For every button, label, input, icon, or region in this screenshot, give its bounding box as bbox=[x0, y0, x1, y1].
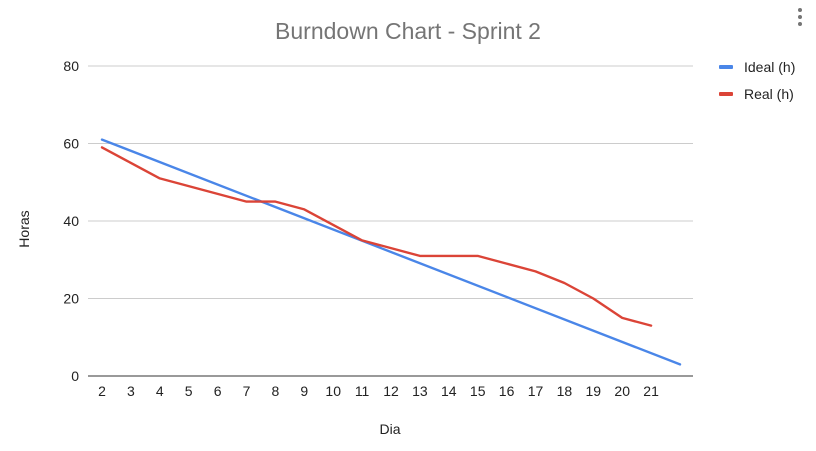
x-tick-label: 9 bbox=[300, 383, 308, 399]
y-tick-label: 80 bbox=[63, 58, 79, 74]
x-axis-ticks: 2 3 4 5 6 7 8 9 10 11 12 13 14 15 16 17 18 19 20 21 bbox=[98, 383, 659, 399]
x-tick-label: 8 bbox=[272, 383, 280, 399]
menu-dot bbox=[798, 15, 802, 19]
x-tick-label: 6 bbox=[214, 383, 222, 399]
x-tick-label: 12 bbox=[383, 383, 399, 399]
menu-dot bbox=[798, 8, 802, 12]
chart-title: Burndown Chart - Sprint 2 bbox=[275, 18, 541, 44]
series-line-ideal bbox=[100, 138, 682, 366]
x-tick-label: 14 bbox=[441, 383, 457, 399]
legend-label: Real (h) bbox=[744, 86, 794, 102]
legend-label: Ideal (h) bbox=[744, 59, 795, 75]
x-tick-label: 4 bbox=[156, 383, 164, 399]
y-tick-label: 0 bbox=[71, 368, 79, 384]
x-tick-label: 10 bbox=[325, 383, 341, 399]
legend: Ideal (h) Real (h) bbox=[719, 59, 795, 102]
series-lines bbox=[100, 138, 682, 366]
y-tick-label: 60 bbox=[63, 136, 79, 152]
x-tick-label: 18 bbox=[557, 383, 573, 399]
x-tick-label: 3 bbox=[127, 383, 135, 399]
x-tick-label: 16 bbox=[499, 383, 515, 399]
x-tick-label: 13 bbox=[412, 383, 428, 399]
y-tick-label: 40 bbox=[63, 213, 79, 229]
y-axis-ticks: 0 20 40 60 80 bbox=[63, 58, 79, 384]
series-line-real bbox=[100, 146, 653, 327]
x-tick-label: 21 bbox=[643, 383, 659, 399]
more-vert-icon[interactable] bbox=[788, 4, 812, 30]
legend-swatch bbox=[719, 92, 733, 96]
menu-dot bbox=[798, 22, 802, 26]
x-tick-label: 5 bbox=[185, 383, 193, 399]
x-tick-label: 2 bbox=[98, 383, 106, 399]
x-tick-label: 7 bbox=[243, 383, 251, 399]
x-axis-title: Dia bbox=[379, 421, 400, 437]
x-tick-label: 20 bbox=[614, 383, 630, 399]
legend-swatch bbox=[719, 65, 733, 69]
x-tick-label: 15 bbox=[470, 383, 486, 399]
x-tick-label: 19 bbox=[586, 383, 602, 399]
y-axis-title: Horas bbox=[16, 210, 32, 247]
x-tick-label: 11 bbox=[355, 383, 370, 399]
y-tick-label: 20 bbox=[63, 291, 79, 307]
x-tick-label: 17 bbox=[528, 383, 544, 399]
